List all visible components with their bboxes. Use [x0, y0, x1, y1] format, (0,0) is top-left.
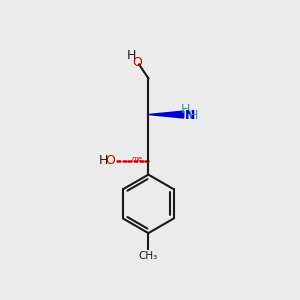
Text: H: H	[99, 154, 108, 167]
Text: H: H	[181, 103, 190, 116]
Text: H: H	[127, 49, 136, 62]
Text: N: N	[185, 109, 196, 122]
Text: H: H	[188, 109, 198, 122]
Text: CH₃: CH₃	[139, 251, 158, 261]
Text: O: O	[106, 154, 116, 167]
Text: O: O	[133, 56, 142, 69]
Text: me: me	[132, 156, 143, 162]
Polygon shape	[148, 111, 184, 118]
